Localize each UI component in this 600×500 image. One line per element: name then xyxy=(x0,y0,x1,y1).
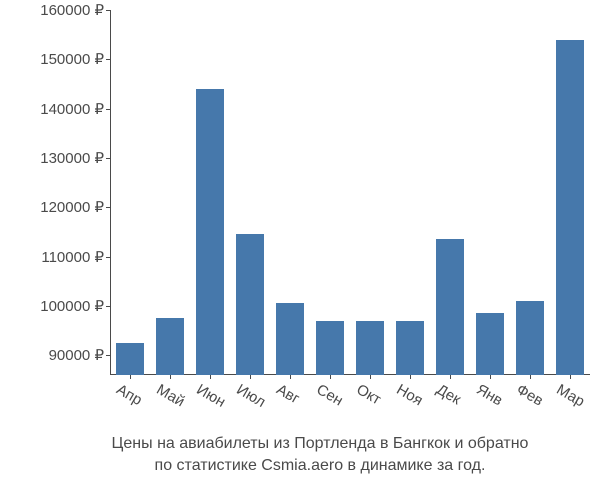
bar xyxy=(236,234,264,375)
x-tick-label: Июн xyxy=(194,381,229,411)
y-tick-label: 140000 ₽ xyxy=(40,100,110,118)
bar xyxy=(516,301,544,375)
caption-line: по статистике Csmia.aero в динамике за г… xyxy=(50,455,590,477)
x-tick-mark xyxy=(490,375,491,379)
y-tick-label: 120000 ₽ xyxy=(40,198,110,216)
x-tick-label: Янв xyxy=(474,381,506,409)
x-tick-mark xyxy=(330,375,331,379)
bar xyxy=(116,343,144,375)
x-tick-mark xyxy=(410,375,411,379)
y-tick-mark xyxy=(106,109,110,110)
x-tick-mark xyxy=(370,375,371,379)
x-tick-label: Май xyxy=(154,381,188,410)
y-tick-mark xyxy=(106,306,110,307)
x-tick-label: Июл xyxy=(234,381,269,411)
price-bar-chart: 90000 ₽ 100000 ₽ 110000 ₽ 120000 ₽ 130000 ₽ 1… xyxy=(0,0,600,500)
x-tick-mark xyxy=(250,375,251,379)
x-tick-mark xyxy=(290,375,291,379)
y-tick-label: 150000 ₽ xyxy=(40,50,110,68)
bar xyxy=(396,321,424,375)
x-tick-mark xyxy=(530,375,531,379)
x-tick-label: Апр xyxy=(114,381,145,409)
bar xyxy=(556,40,584,375)
bar xyxy=(196,89,224,375)
y-tick-mark xyxy=(106,257,110,258)
y-tick-label: 100000 ₽ xyxy=(40,297,110,315)
y-tick-label: 90000 ₽ xyxy=(49,346,110,364)
bar xyxy=(276,303,304,375)
y-tick-label: 110000 ₽ xyxy=(41,248,110,266)
x-tick-mark xyxy=(450,375,451,379)
x-tick-label: Фев xyxy=(514,381,547,410)
x-tick-label: Мар xyxy=(554,381,588,410)
y-tick-label: 160000 ₽ xyxy=(40,1,110,19)
x-tick-label: Авг xyxy=(274,381,303,407)
x-tick-mark xyxy=(570,375,571,379)
x-tick-label: Дек xyxy=(434,381,464,408)
x-tick-mark xyxy=(210,375,211,379)
caption-line: Цены на авиабилеты из Портленда в Бангко… xyxy=(50,433,590,455)
x-tick-mark xyxy=(170,375,171,379)
y-tick-mark xyxy=(106,355,110,356)
x-tick-label: Ноя xyxy=(394,381,426,409)
bar xyxy=(476,313,504,375)
y-tick-mark xyxy=(106,59,110,60)
bar xyxy=(316,321,344,375)
y-axis-line xyxy=(110,10,111,375)
x-tick-label: Сен xyxy=(314,381,346,409)
y-tick-mark xyxy=(106,207,110,208)
plot-area: 90000 ₽100000 ₽110000 ₽120000 ₽130000 ₽1… xyxy=(110,10,590,375)
x-tick-mark xyxy=(130,375,131,379)
y-tick-label: 130000 ₽ xyxy=(40,149,110,167)
y-tick-mark xyxy=(106,10,110,11)
y-tick-mark xyxy=(106,158,110,159)
x-tick-label: Окт xyxy=(354,381,384,408)
bar xyxy=(356,321,384,375)
bar xyxy=(156,318,184,375)
bar xyxy=(436,239,464,375)
chart-caption: Цены на авиабилеты из Портленда в Бангко… xyxy=(50,433,590,476)
